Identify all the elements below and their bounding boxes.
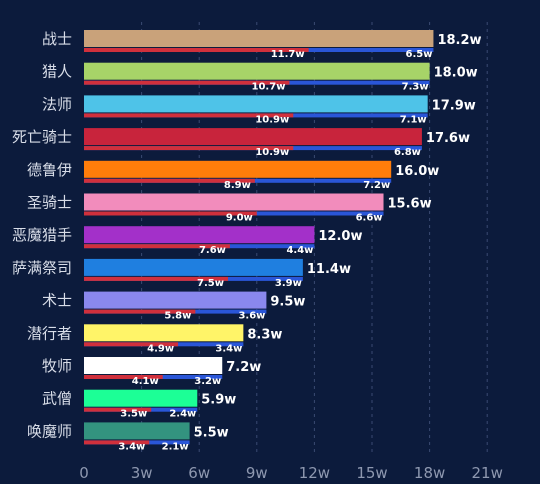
blue-value-label: 3.9w <box>275 278 302 289</box>
x-tick-label: 12w <box>299 464 330 482</box>
category-label: 武僧 <box>42 390 72 408</box>
bar-primary <box>84 178 255 183</box>
category-label: 法师 <box>42 95 72 113</box>
bar-total <box>84 160 392 178</box>
blue-value-label: 6.8w <box>394 147 421 158</box>
category-label: 萨满祭司 <box>12 259 72 277</box>
blue-value-label: 2.4w <box>169 409 196 420</box>
blue-value-label: 7.1w <box>400 114 427 125</box>
total-value-label: 7.2w <box>226 360 261 375</box>
total-value-label: 17.6w <box>426 131 470 146</box>
category-label: 唤魔师 <box>27 422 72 440</box>
red-value-label: 10.9w <box>255 114 289 125</box>
bar-total <box>84 324 244 342</box>
red-value-label: 9.0w <box>226 213 253 224</box>
total-value-label: 16.0w <box>395 164 439 179</box>
x-tick-label: 6w <box>188 464 210 482</box>
red-value-label: 7.6w <box>199 245 226 256</box>
red-value-label: 10.7w <box>252 82 286 93</box>
category-label: 潜行者 <box>27 324 72 342</box>
category-label: 死亡骑士 <box>12 128 72 146</box>
total-value-label: 8.3w <box>247 327 282 342</box>
x-tick-label: 0 <box>79 464 89 482</box>
x-tick-label: 3w <box>131 464 153 482</box>
bar-total <box>84 291 267 309</box>
category-label: 术士 <box>42 292 72 310</box>
bar-primary <box>84 113 294 118</box>
category-label: 战士 <box>42 30 72 48</box>
category-label: 德鲁伊 <box>27 161 72 179</box>
red-value-label: 3.5w <box>120 409 147 420</box>
bar-primary <box>84 80 290 85</box>
x-tick-label: 15w <box>356 464 387 482</box>
blue-value-label: 3.6w <box>238 311 265 322</box>
bar-total <box>84 193 384 211</box>
red-value-label: 4.9w <box>147 343 174 354</box>
red-value-label: 3.4w <box>118 441 145 452</box>
bar-total <box>84 258 303 276</box>
bar-total <box>84 128 422 146</box>
red-value-label: 8.9w <box>224 180 251 191</box>
x-tick-label: 21w <box>472 464 503 482</box>
labels-layer: 战士 18.2w 11.7w 6.5w 猎人 18.0w 10.7w 7.3w 法师 17.9w 1… <box>12 30 482 452</box>
category-label: 猎人 <box>42 63 72 81</box>
total-value-label: 11.4w <box>307 262 351 277</box>
bar-primary <box>84 342 179 347</box>
blue-value-label: 7.3w <box>402 82 429 93</box>
total-value-label: 15.6w <box>388 197 432 212</box>
blue-value-label: 3.4w <box>215 343 242 354</box>
bar-primary <box>84 244 230 249</box>
bar-primary <box>84 440 150 445</box>
bar-primary <box>84 146 294 151</box>
total-value-label: 17.9w <box>432 98 476 113</box>
grid-layer <box>141 22 488 455</box>
bar-total <box>84 95 428 113</box>
x-tick-label: 18w <box>414 464 445 482</box>
blue-value-label: 7.2w <box>363 180 390 191</box>
total-value-label: 9.5w <box>270 295 305 310</box>
bars-layer <box>84 30 434 445</box>
blue-value-label: 4.4w <box>286 245 313 256</box>
x-axis-ticks: 0 3w 6w 9w 12w 15w 18w 21w <box>79 464 503 482</box>
total-value-label: 5.5w <box>194 425 229 440</box>
category-label: 恶魔猎手 <box>12 226 72 244</box>
category-label: 牧师 <box>42 357 72 375</box>
bar-total <box>84 357 223 374</box>
total-value-label: 12.0w <box>318 229 362 244</box>
bar-primary <box>84 211 257 216</box>
blue-value-label: 6.5w <box>405 49 432 60</box>
red-value-label: 10.9w <box>255 147 289 158</box>
total-value-label: 18.0w <box>434 66 478 81</box>
bar-total <box>84 226 315 244</box>
category-label: 圣骑士 <box>27 194 72 212</box>
bar-total <box>84 389 198 407</box>
bar-primary <box>84 375 163 379</box>
blue-value-label: 3.2w <box>194 376 221 387</box>
total-value-label: 18.2w <box>437 33 481 48</box>
red-value-label: 7.5w <box>197 278 224 289</box>
bar-total <box>84 62 430 80</box>
bar-primary <box>84 407 152 412</box>
red-value-label: 4.1w <box>132 376 159 387</box>
bar-total <box>84 30 434 47</box>
bar-primary <box>84 276 228 281</box>
red-value-label: 5.8w <box>164 311 191 322</box>
bar-primary <box>84 309 196 314</box>
blue-value-label: 2.1w <box>162 441 189 452</box>
bar-primary <box>84 48 309 52</box>
red-value-label: 11.7w <box>271 49 305 60</box>
total-value-label: 5.9w <box>201 393 236 408</box>
x-tick-label: 9w <box>246 464 268 482</box>
blue-value-label: 6.6w <box>356 213 383 224</box>
bar-total <box>84 422 190 440</box>
